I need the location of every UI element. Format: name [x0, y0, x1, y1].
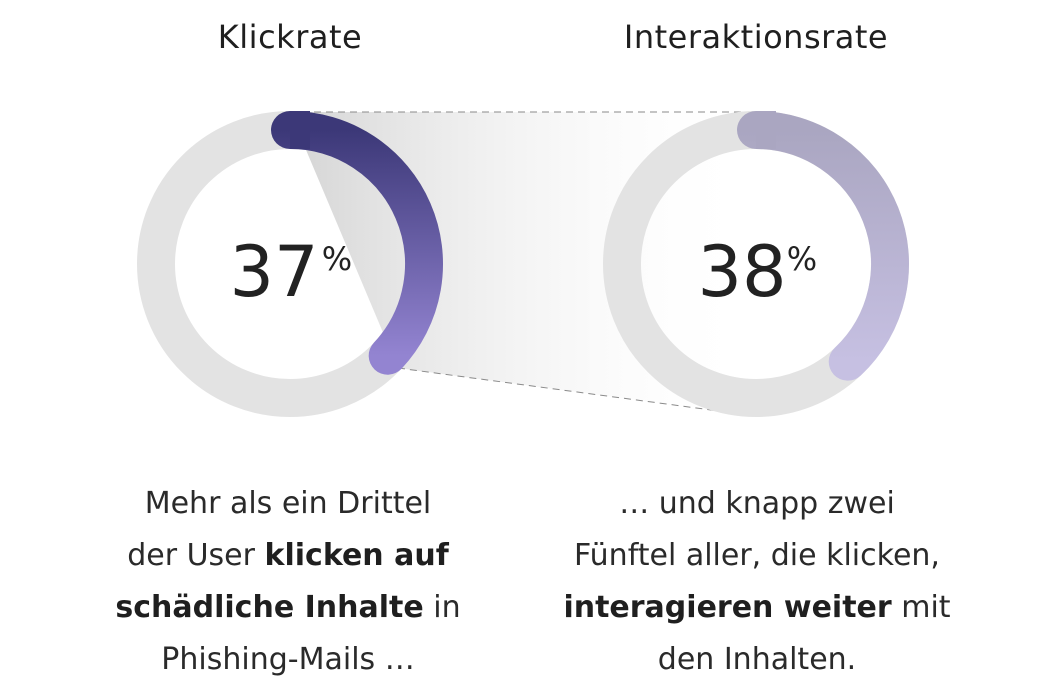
caption-text: der User: [127, 538, 265, 573]
chart-title-klickrate: Klickrate: [217, 18, 363, 56]
caption-line: Mehr als ein Drittel: [144, 486, 432, 521]
caption-line: der User klicken auf: [58, 530, 518, 582]
caption-line: … und knapp zwei: [619, 486, 895, 521]
caption-text: mit: [891, 590, 951, 625]
donut-unit-label: %: [322, 240, 352, 278]
donut-value-arc: [271, 111, 443, 375]
caption-text: in: [423, 590, 461, 625]
arc-start-cap: [756, 111, 776, 149]
donut-value-label: 37: [229, 231, 318, 313]
caption-line: Phishing-Mails …: [161, 642, 415, 677]
donut-value-arc: [737, 111, 909, 381]
caption-line: interagieren weiter mit: [527, 582, 987, 634]
caption-interaktionsrate: … und knapp zwei Fünftel aller, die klic…: [527, 478, 987, 686]
donut-chart-interaktionsrate: 38 %: [603, 111, 909, 417]
connector-line-bottom: [397, 367, 757, 417]
caption-emphasis: schädliche Inhalte: [115, 590, 424, 625]
caption-line: den Inhalten.: [657, 642, 857, 677]
caption-line: schädliche Inhalte in: [58, 582, 518, 634]
arc-start-cap: [290, 111, 310, 149]
caption-klickrate: Mehr als ein Drittel der User klicken au…: [58, 478, 518, 686]
caption-emphasis: interagieren weiter: [563, 590, 892, 625]
donut-value-label: 38: [697, 231, 786, 313]
caption-emphasis: klicken auf: [264, 538, 449, 573]
donut-unit-label: %: [787, 240, 817, 278]
chart-title-interaktionsrate: Interaktionsrate: [623, 18, 889, 56]
donut-chart-klickrate: 37 %: [137, 111, 443, 417]
caption-line: Fünftel aller, die klicken,: [574, 538, 940, 573]
